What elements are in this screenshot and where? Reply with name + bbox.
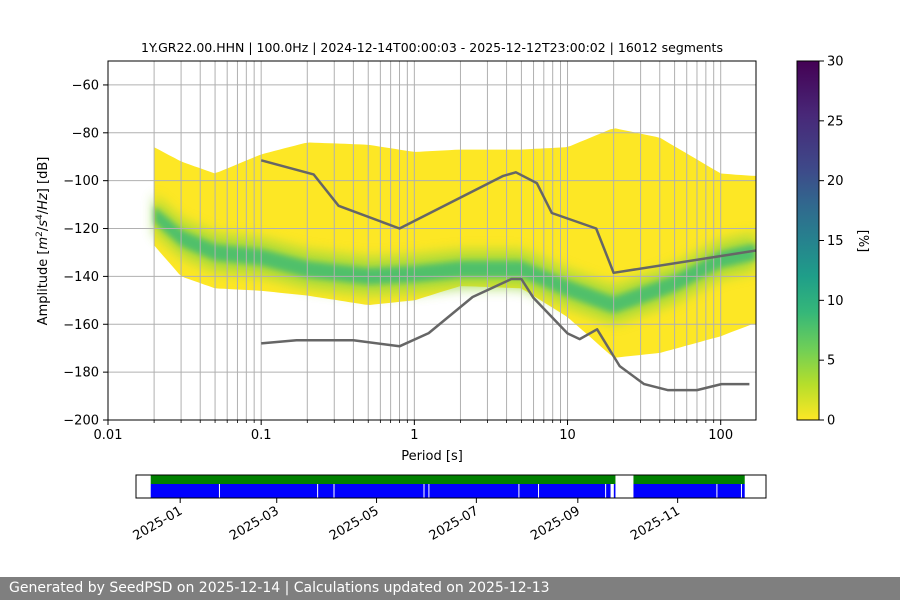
y-tick-label: −200 [63,414,99,429]
timeline-tick-label: 2025-07 [427,504,482,544]
coverage-bar-blue [150,484,611,498]
coverage-bar-green [150,475,616,484]
y-tick-label: −160 [63,318,99,333]
timeline-tick-label: 2025-09 [528,504,583,544]
curve-nhnm [260,159,756,275]
x-tick-label: 10 [559,428,576,443]
curve-nlnm [261,277,750,392]
noise-model-curves [260,159,756,392]
colorbar-tick-label: 0 [827,414,835,429]
coverage-bar-blue [613,484,616,498]
density-mode-core [154,205,756,313]
timeline-tick-label: 2025-05 [327,504,382,544]
x-tick-label: 0.1 [251,428,272,443]
colorbar-label: [%] [855,230,870,253]
colorbar-tick-label: 15 [827,234,844,249]
timeline-tick-label: 2025-03 [227,504,282,544]
x-ticks: 0.01 0.1 1 10 100 [94,420,733,443]
y-tick-label: −80 [72,126,99,141]
colorbar-ticks: 0 5 10 15 20 25 30 [819,55,844,429]
colorbar-tick-label: 10 [827,294,844,309]
timeline-ticks: 2025-01 2025-03 2025-05 2025-07 2025-09 2025-… [131,498,683,544]
x-tick-label: 100 [708,428,733,443]
density-heatmap [154,128,756,358]
timeline-tick-label: 2025-01 [131,504,186,544]
y-tick-label: −120 [63,222,99,237]
x-axis-label: Period [s] [401,449,463,464]
timeline-tick-label: 2025-11 [628,504,683,544]
y-axis-label: Amplitude [m2/s4/Hz] [dB] [35,157,51,326]
y-tick-label: −180 [63,366,99,381]
psd-figure: 1Y.GR22.00.HHN | 100.0Hz | 2024-12-14T00… [35,40,870,544]
coverage-bar-green [633,475,745,484]
grid [108,61,756,420]
data-coverage-timeline [150,475,745,498]
colorbar-tick-label: 30 [827,55,844,70]
colorbar-tick-label: 20 [827,174,844,189]
colorbar-tick-label: 25 [827,114,844,129]
x-tick-label: 0.01 [94,428,123,443]
y-ticks: −60 −80 −100 −120 −140 −160 −180 −200 [63,78,108,429]
coverage-bar-blue [633,484,745,498]
y-tick-label: −100 [63,174,99,189]
chart-title: 1Y.GR22.00.HHN | 100.0Hz | 2024-12-14T00… [141,40,723,55]
density-mode-band [154,195,756,324]
plot-frame [107,60,757,421]
colorbar-tick-label: 5 [827,354,835,369]
y-tick-label: −60 [72,78,99,93]
colorbar [796,60,820,421]
timeline-frame [135,474,767,499]
y-tick-label: −140 [63,270,99,285]
footer-status: Generated by SeedPSD on 2025-12-14 | Cal… [0,577,900,600]
x-tick-label: 1 [410,428,418,443]
